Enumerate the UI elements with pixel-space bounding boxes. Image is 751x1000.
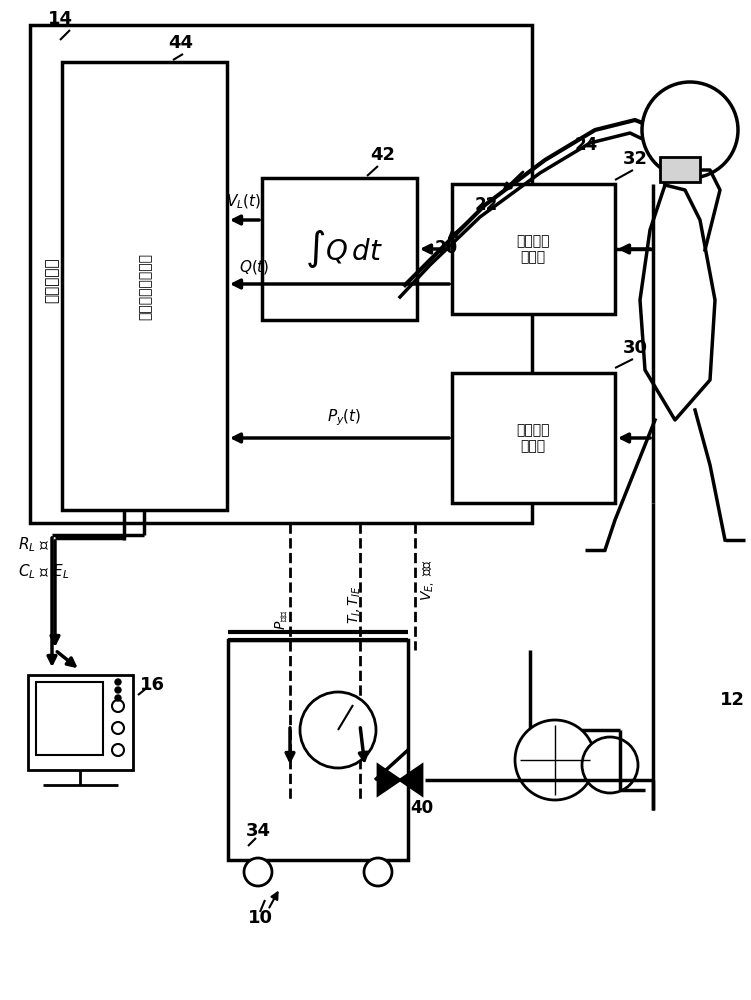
- Circle shape: [115, 695, 121, 701]
- Circle shape: [112, 700, 124, 712]
- Bar: [452, 373, 615, 503]
- Text: 44: 44: [168, 34, 193, 52]
- Text: $V_{E,}$ 控制: $V_{E,}$ 控制: [418, 559, 436, 601]
- Polygon shape: [400, 765, 422, 795]
- Circle shape: [115, 687, 121, 693]
- Circle shape: [642, 82, 738, 178]
- Bar: [30, 25, 532, 523]
- Text: 电子处理器: 电子处理器: [44, 257, 59, 303]
- Bar: [62, 62, 227, 510]
- Text: 34: 34: [246, 822, 271, 840]
- Text: 20: 20: [435, 239, 458, 257]
- Circle shape: [515, 720, 595, 800]
- Circle shape: [115, 679, 121, 685]
- Text: 40: 40: [410, 799, 433, 817]
- Circle shape: [300, 692, 376, 768]
- Text: $V_L(t)$: $V_L(t)$: [226, 193, 261, 211]
- Text: 14: 14: [48, 10, 73, 28]
- Text: 10: 10: [248, 909, 273, 927]
- Text: 12: 12: [720, 691, 745, 709]
- Text: $P_{预设}$: $P_{预设}$: [273, 610, 291, 630]
- Text: $\int Q\,dt$: $\int Q\,dt$: [305, 228, 383, 270]
- Circle shape: [364, 858, 392, 886]
- Bar: [36, 682, 103, 755]
- Text: $C_L$ 载 $E_L$: $C_L$ 载 $E_L$: [18, 563, 69, 581]
- Text: 气道流量
传感器: 气道流量 传感器: [516, 234, 550, 264]
- Bar: [28, 675, 133, 770]
- Polygon shape: [378, 765, 400, 795]
- Circle shape: [112, 722, 124, 734]
- Bar: [452, 184, 615, 314]
- Text: 22: 22: [475, 196, 498, 214]
- Text: 16: 16: [140, 676, 165, 694]
- Circle shape: [582, 737, 638, 793]
- Text: 呼吸系统测量过程: 呼吸系统测量过程: [138, 252, 152, 320]
- Text: 30: 30: [623, 339, 648, 357]
- Text: $R_L$ 和: $R_L$ 和: [18, 536, 50, 554]
- Bar: [228, 640, 408, 860]
- Circle shape: [244, 858, 272, 886]
- Text: 24: 24: [575, 136, 599, 154]
- Text: 42: 42: [370, 146, 395, 164]
- Bar: [660, 157, 700, 182]
- Text: 32: 32: [623, 150, 648, 168]
- Text: $P_y(t)$: $P_y(t)$: [327, 408, 361, 428]
- Bar: [262, 178, 417, 320]
- Text: 气道压力
传感器: 气道压力 传感器: [516, 423, 550, 453]
- Circle shape: [112, 744, 124, 756]
- Text: $Q(t)$: $Q(t)$: [239, 258, 270, 276]
- Text: $T_I, T_{IE}$: $T_I, T_{IE}$: [347, 586, 363, 624]
